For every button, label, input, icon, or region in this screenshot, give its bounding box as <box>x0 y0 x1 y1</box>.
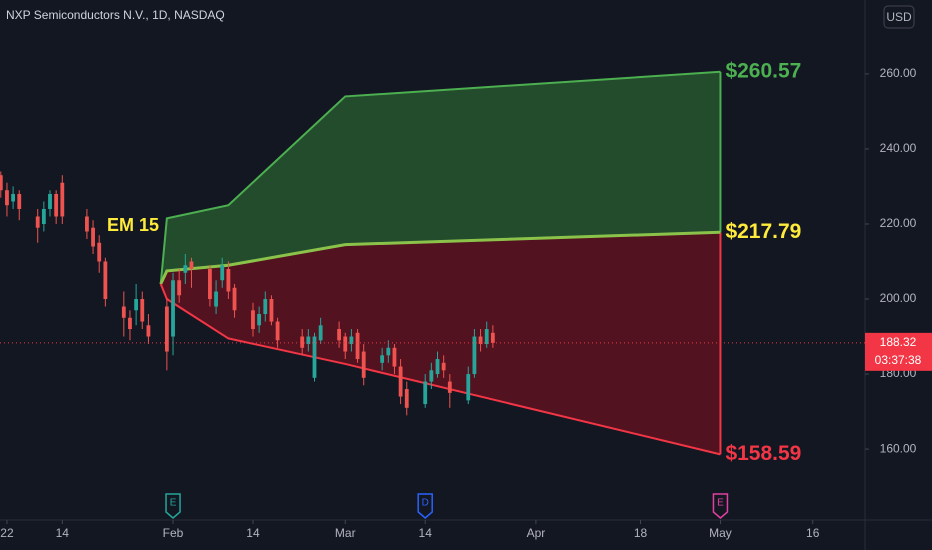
candle-body <box>423 381 428 405</box>
candle-body <box>134 299 139 311</box>
candle-body <box>35 216 40 228</box>
candle-body <box>146 325 151 337</box>
candle-body <box>349 336 354 345</box>
candle-body <box>54 193 59 217</box>
y-tick-label: 260.00 <box>880 66 917 80</box>
candle-body <box>226 269 231 292</box>
candle-body <box>361 351 366 378</box>
candle-body <box>48 193 52 209</box>
x-tick-label: 18 <box>634 526 648 540</box>
candle-body <box>472 336 477 375</box>
candle-body <box>306 336 311 345</box>
last-price-box <box>865 332 932 371</box>
candle-body <box>164 306 169 352</box>
candle-body <box>269 299 274 322</box>
y-tick-label: 240.00 <box>880 141 917 155</box>
candle-body <box>429 370 434 382</box>
event-label: E <box>717 498 724 509</box>
candle-body <box>121 306 126 318</box>
x-tick-label: Mar <box>335 526 356 540</box>
candle-body <box>220 265 225 281</box>
candle-body <box>484 329 489 345</box>
chart-title: NXP Semiconductors N.V., 1D, NASDAQ <box>6 8 225 22</box>
x-tick-label: 14 <box>56 526 70 540</box>
currency: USD <box>886 10 912 24</box>
x-tick-label: 14 <box>419 526 433 540</box>
candle-body <box>140 299 145 322</box>
x-tick-label: Apr <box>527 526 546 540</box>
x-tick-label: May <box>709 526 732 540</box>
y-tick-label: 160.00 <box>880 441 917 455</box>
candle-body <box>177 280 182 296</box>
candle-body <box>435 359 440 375</box>
countdown: 03:37:38 <box>875 353 922 367</box>
candle-body <box>60 182 65 217</box>
band-end-label: $158.59 <box>725 442 801 465</box>
candle-body <box>441 362 446 371</box>
candle-body <box>386 347 391 356</box>
candle-body <box>355 332 360 360</box>
x-tick-label: 14 <box>246 526 260 540</box>
candle-body <box>85 216 89 232</box>
candle-body <box>257 314 262 326</box>
candle-body <box>232 287 237 311</box>
candle-body <box>490 332 495 343</box>
candle-body <box>337 329 342 341</box>
candle-body <box>183 265 188 273</box>
candle-body <box>318 325 323 341</box>
band-line <box>159 283 721 456</box>
candle-body <box>398 366 403 397</box>
currency-button[interactable] <box>883 5 915 29</box>
candle-body <box>300 336 305 348</box>
candle-body <box>404 389 409 408</box>
y-tick-label: 220.00 <box>880 216 917 230</box>
candle-body <box>392 347 397 367</box>
x-tick-label: Feb <box>163 526 184 540</box>
candle-body <box>263 299 268 315</box>
candle-body <box>478 336 483 345</box>
last-price-label: 188.32 <box>880 335 917 349</box>
event-marker[interactable] <box>417 493 433 519</box>
band-line <box>159 70 721 285</box>
candle-body <box>189 261 194 270</box>
candle-body <box>466 374 471 401</box>
candle-body <box>97 242 102 262</box>
candle-body <box>41 208 46 224</box>
upper-band-fill <box>160 71 721 285</box>
candle-body <box>251 310 255 330</box>
candle-body <box>447 381 452 393</box>
candle-body <box>17 193 22 209</box>
event-label: D <box>422 498 429 509</box>
x-tick-label: 22 <box>0 526 14 540</box>
candle-body <box>208 269 212 300</box>
candle-body <box>275 321 280 341</box>
candle-body <box>128 317 132 330</box>
candle-body <box>171 280 175 337</box>
candle-body <box>91 227 95 247</box>
annotation: EM 15 <box>107 215 159 235</box>
band-end-label: $260.57 <box>725 59 801 82</box>
candle-body <box>11 193 16 202</box>
y-tick-label: 200.00 <box>880 291 917 305</box>
candle-body <box>5 190 9 206</box>
event-marker[interactable] <box>712 493 729 519</box>
candle-body <box>380 355 385 363</box>
candle-body <box>0 175 3 191</box>
x-tick-label: 16 <box>806 526 820 540</box>
candle-body <box>312 336 317 378</box>
candle-body <box>103 261 108 300</box>
candle-body <box>343 336 348 352</box>
candle-body <box>214 291 218 307</box>
band-end-label: $217.79 <box>725 220 801 243</box>
event-label: E <box>170 498 177 509</box>
event-marker[interactable] <box>165 493 181 519</box>
